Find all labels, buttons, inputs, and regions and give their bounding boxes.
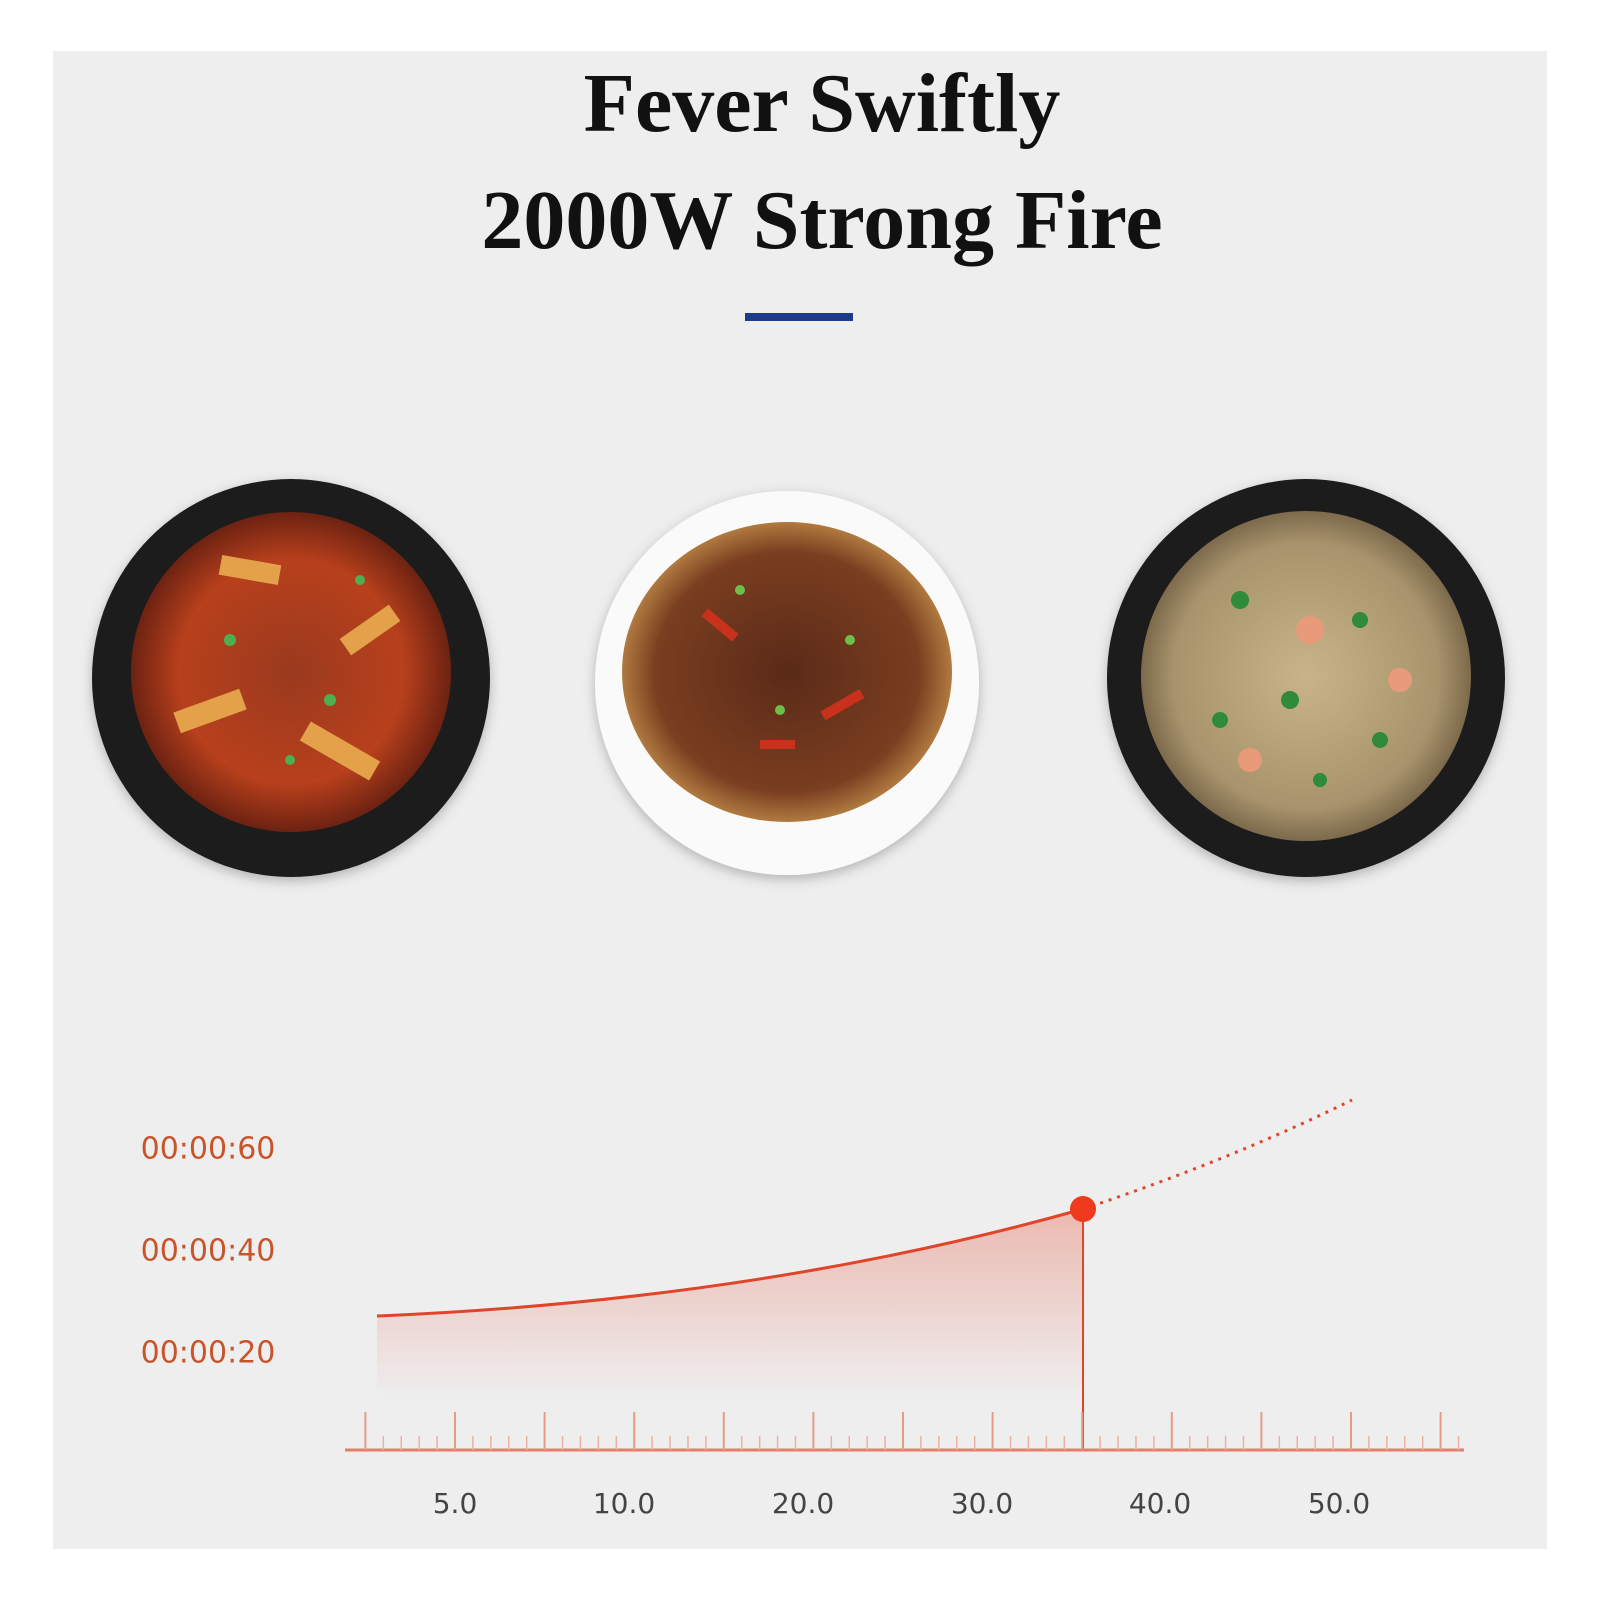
curve-dotted xyxy=(1082,1098,1353,1211)
marker-dot xyxy=(1070,1196,1096,1222)
area xyxy=(377,1209,1083,1400)
curve-chart xyxy=(345,1098,1464,1452)
y-label: 00:00:60 xyxy=(141,1132,276,1167)
plate-right xyxy=(1107,479,1505,877)
x-label: 5.0 xyxy=(433,1487,478,1520)
title-line: 2000W Strong Fire xyxy=(481,174,1162,267)
plate-left xyxy=(92,479,490,877)
x-label: 20.0 xyxy=(772,1487,834,1520)
plate-middle xyxy=(595,491,979,875)
curve xyxy=(376,1207,1084,1318)
x-label: 30.0 xyxy=(951,1487,1013,1520)
x-label: 50.0 xyxy=(1308,1487,1370,1520)
y-label: 00:00:40 xyxy=(141,1234,276,1269)
x-label: 40.0 xyxy=(1129,1487,1191,1520)
ticks xyxy=(364,1412,1460,1450)
title-line: Fever Swiftly xyxy=(584,57,1061,150)
divider xyxy=(745,313,853,321)
y-label: 00:00:20 xyxy=(141,1336,276,1371)
x-label: 10.0 xyxy=(593,1487,655,1520)
